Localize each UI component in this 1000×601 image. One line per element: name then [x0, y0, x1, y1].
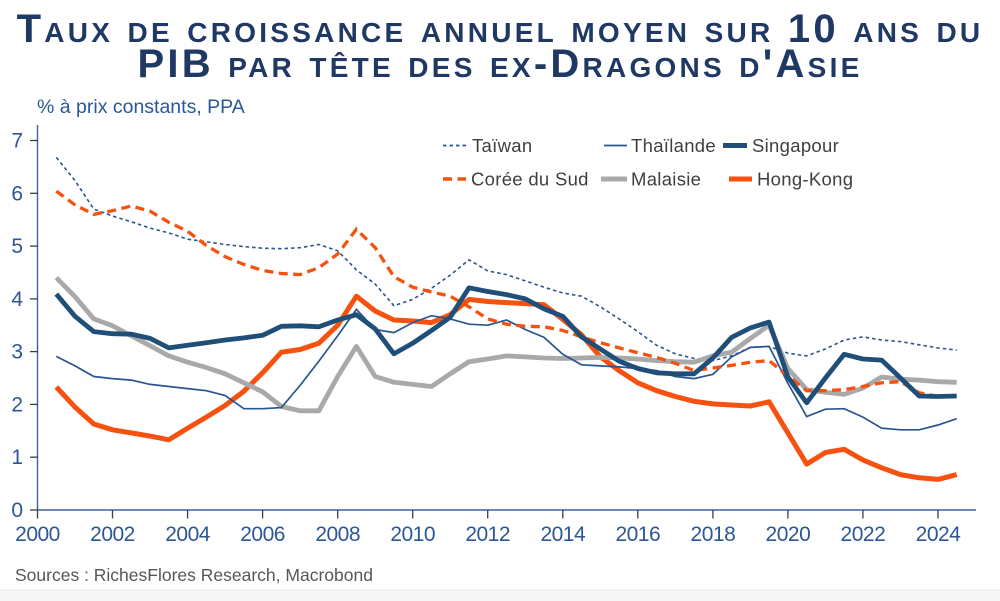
svg-text:Hong-Kong: Hong-Kong [757, 169, 853, 190]
svg-text:2022: 2022 [841, 523, 886, 546]
svg-text:2016: 2016 [615, 523, 660, 546]
svg-text:2020: 2020 [766, 523, 811, 546]
svg-text:2000: 2000 [15, 523, 60, 546]
svg-text:2004: 2004 [165, 523, 211, 546]
svg-text:2002: 2002 [90, 523, 135, 546]
svg-text:5: 5 [11, 235, 22, 258]
svg-text:0: 0 [11, 499, 22, 522]
svg-text:7: 7 [11, 130, 22, 153]
svg-text:2006: 2006 [240, 523, 285, 546]
svg-text:2024: 2024 [916, 523, 962, 546]
svg-text:2018: 2018 [691, 523, 736, 546]
svg-text:2010: 2010 [390, 523, 435, 546]
svg-text:1: 1 [11, 446, 22, 469]
svg-text:Singapour: Singapour [752, 135, 839, 156]
svg-text:2014: 2014 [540, 523, 586, 546]
svg-text:Corée du Sud: Corée du Sud [471, 169, 589, 190]
svg-text:Taïwan: Taïwan [472, 135, 532, 156]
svg-text:2012: 2012 [465, 523, 510, 546]
svg-text:PIB par tête des ex-Dragons d': PIB par tête des ex-Dragons d'Asie [137, 42, 862, 86]
svg-text:4: 4 [11, 288, 23, 311]
svg-text:2008: 2008 [315, 523, 360, 546]
svg-text:6: 6 [11, 182, 22, 205]
svg-text:Sources : RichesFlores Researc: Sources : RichesFlores Research, Macrobo… [15, 565, 373, 585]
svg-text:Thaïlande: Thaïlande [631, 135, 716, 156]
svg-text:% à prix constants, PPA: % à prix constants, PPA [37, 96, 245, 118]
svg-text:2: 2 [11, 393, 22, 416]
svg-text:Taux de croissance annuel moye: Taux de croissance annuel moyen sur 10 a… [17, 7, 984, 51]
svg-text:Malaisie: Malaisie [631, 169, 701, 190]
svg-text:3: 3 [11, 341, 22, 364]
